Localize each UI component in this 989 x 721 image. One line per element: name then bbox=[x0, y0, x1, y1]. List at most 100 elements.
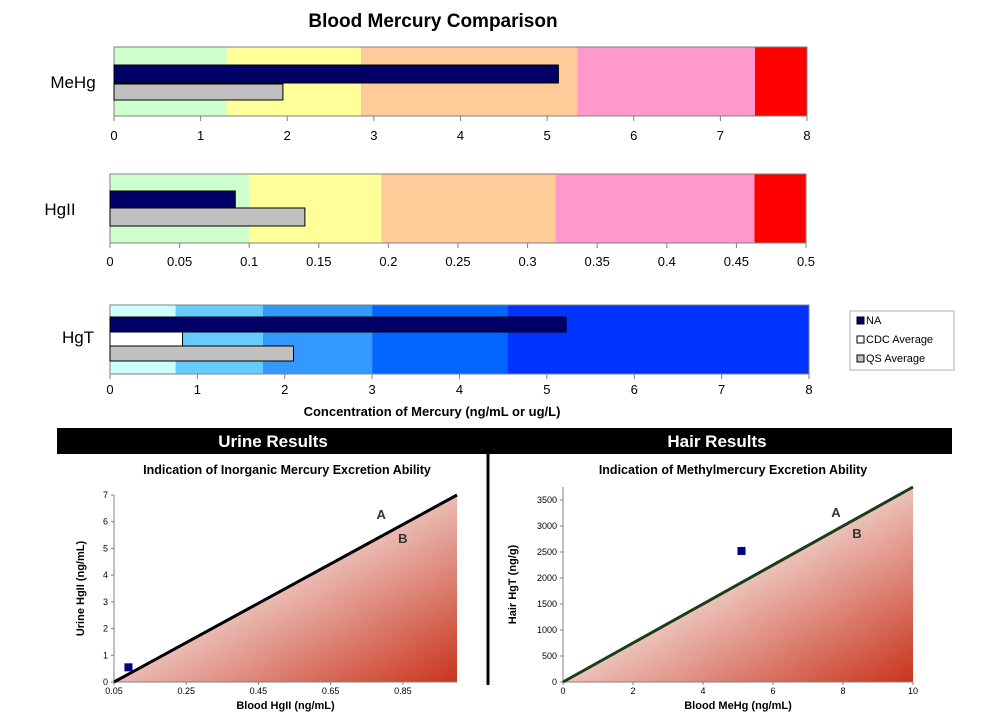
mehg-row-label: MeHg bbox=[50, 73, 95, 92]
legend: NA CDC Average QS Average bbox=[849, 310, 955, 371]
hgii-range-band-4 bbox=[555, 174, 755, 243]
urine-chart-title: Indication of Inorganic Mercury Excretio… bbox=[143, 463, 431, 477]
hair-region-label-b: B bbox=[852, 526, 861, 541]
hair-x-tick-label: 10 bbox=[908, 686, 918, 696]
hair-y-tick-label: 500 bbox=[542, 651, 557, 661]
mehg-x-tick-label: 6 bbox=[630, 128, 637, 143]
chart-title: Blood Mercury Comparison bbox=[308, 11, 557, 32]
hgt-range-band-3 bbox=[262, 305, 373, 374]
mehg-x-tick-label: 3 bbox=[370, 128, 377, 143]
hgt-x-axis-title: Concentration of Mercury (ng/mL or ug/L) bbox=[304, 404, 561, 419]
hgt-chart: 0 1 2 3 4 5 6 7 8 HgT Concentration of Mercury (ng… bbox=[62, 304, 955, 419]
hgt-x-tick-label: 3 bbox=[369, 382, 376, 397]
mehg-x-tick-label: 8 bbox=[803, 128, 810, 143]
hair-y-axis-title: Hair HgT (ng/g) bbox=[507, 544, 519, 624]
mehg-bar-qs-average bbox=[113, 83, 284, 101]
hgt-x-tick-label: 4 bbox=[456, 382, 463, 397]
urine-region-label-a: A bbox=[376, 507, 386, 522]
urine-x-tick-label: 0.05 bbox=[105, 686, 123, 696]
hair-y-tick-label: 0 bbox=[552, 677, 557, 687]
urine-y-tick-label: 3 bbox=[103, 597, 108, 607]
hgt-x-tick-label: 7 bbox=[718, 382, 725, 397]
hair-x-axis-title: Blood MeHg (ng/mL) bbox=[684, 700, 792, 712]
urine-data-point bbox=[124, 663, 133, 672]
hgt-x-tick-label: 0 bbox=[106, 382, 113, 397]
legend-swatch-na bbox=[856, 316, 865, 325]
mehg-range-band-4 bbox=[577, 47, 756, 116]
urine-y-tick-label: 4 bbox=[103, 570, 108, 580]
hair-threshold-line bbox=[562, 485, 914, 684]
hgt-x-tick-label: 2 bbox=[281, 382, 288, 397]
hair-chart: Hair Results Indication of Methylmercury … bbox=[507, 432, 918, 712]
hair-data-point bbox=[737, 546, 746, 555]
urine-x-tick-label: 0.45 bbox=[250, 686, 268, 696]
mehg-x-tick-label: 7 bbox=[717, 128, 724, 143]
legend-label-qs-average: QS Average bbox=[866, 353, 925, 365]
hair-section-title: Hair Results bbox=[667, 432, 766, 451]
urine-threshold-line bbox=[113, 493, 458, 684]
results-header-bar bbox=[57, 428, 952, 454]
hair-y-tick-label: 2500 bbox=[537, 547, 557, 557]
hgt-bar-cdc-average bbox=[109, 331, 184, 347]
urine-x-tick-label: 0.65 bbox=[322, 686, 340, 696]
hgt-range-band-4 bbox=[372, 305, 508, 374]
hgt-row-label: HgT bbox=[62, 328, 94, 347]
hgii-chart: 0 0.05 0.1 0.15 0.2 0.25 0.3 0.35 0.4 0.45 0.5 HgII bbox=[44, 173, 815, 269]
hgii-row-label: HgII bbox=[44, 200, 75, 219]
hgt-range-band-2 bbox=[175, 305, 263, 374]
urine-y-tick-label: 2 bbox=[103, 624, 108, 634]
urine-x-tick-label: 0.85 bbox=[394, 686, 412, 696]
urine-y-tick-label: 6 bbox=[103, 517, 108, 527]
hgii-x-tick-label: 0.15 bbox=[306, 254, 331, 269]
mehg-x-tick-label: 4 bbox=[457, 128, 464, 143]
hgii-range-band-5 bbox=[754, 174, 806, 243]
urine-section-title: Urine Results bbox=[218, 432, 328, 451]
mehg-x-tick-label: 1 bbox=[197, 128, 204, 143]
hgt-x-tick-label: 1 bbox=[194, 382, 201, 397]
hgii-x-tick-label: 0.25 bbox=[445, 254, 470, 269]
mehg-x-tick-label: 0 bbox=[110, 128, 117, 143]
hair-y-tick-label: 3500 bbox=[537, 495, 557, 505]
hair-region-label-a: A bbox=[831, 505, 841, 520]
urine-y-tick-label: 1 bbox=[103, 650, 108, 660]
hgii-range-band-3 bbox=[381, 174, 556, 243]
urine-x-tick-label: 0.25 bbox=[177, 686, 195, 696]
hair-x-tick-label: 4 bbox=[700, 686, 705, 696]
mehg-x-tick-label: 5 bbox=[544, 128, 551, 143]
hgii-x-tick-label: 0.1 bbox=[240, 254, 258, 269]
hair-y-tick-label: 1500 bbox=[537, 599, 557, 609]
urine-y-tick-label: 7 bbox=[103, 490, 108, 500]
hgii-x-tick-label: 0.45 bbox=[724, 254, 749, 269]
hgt-range-band-5 bbox=[507, 305, 809, 374]
hgii-x-tick-label: 0.2 bbox=[379, 254, 397, 269]
hgii-x-tick-label: 0.35 bbox=[585, 254, 610, 269]
hgii-x-tick-label: 0.3 bbox=[519, 254, 537, 269]
hgt-x-tick-label: 8 bbox=[805, 382, 812, 397]
urine-y-axis-title: Urine HgII (ng/mL) bbox=[75, 541, 87, 637]
urine-x-axis-title: Blood HgII (ng/mL) bbox=[236, 700, 335, 712]
mehg-chart: 0 1 2 3 4 5 6 7 8 MeHg Blood Mercury Comparison bbox=[50, 11, 810, 143]
legend-label-na: NA bbox=[866, 315, 882, 327]
hgii-x-tick-label: 0 bbox=[106, 254, 113, 269]
hgii-x-tick-label: 0.5 bbox=[797, 254, 815, 269]
hgt-x-tick-label: 6 bbox=[631, 382, 638, 397]
hair-x-tick-label: 6 bbox=[770, 686, 775, 696]
hgt-bar-qs-average bbox=[109, 345, 294, 362]
hgii-bar-na bbox=[109, 190, 236, 209]
hgii-x-tick-label: 0.4 bbox=[658, 254, 676, 269]
legend-swatch-qs-average bbox=[856, 354, 865, 363]
hair-chart-title: Indication of Methylmercury Excretion Ab… bbox=[599, 463, 867, 477]
urine-y-tick-label: 0 bbox=[103, 677, 108, 687]
legend-box bbox=[849, 310, 955, 371]
hair-y-tick-label: 3000 bbox=[537, 521, 557, 531]
hair-x-tick-label: 2 bbox=[630, 686, 635, 696]
legend-swatch-cdc-average bbox=[856, 335, 865, 344]
urine-y-tick-label: 5 bbox=[103, 543, 108, 553]
mehg-bar-na bbox=[113, 64, 559, 84]
hgt-bar-na bbox=[109, 316, 567, 333]
hgii-bar-qs-average bbox=[109, 207, 306, 227]
mehg-range-band-5 bbox=[755, 47, 807, 116]
legend-label-cdc-average: CDC Average bbox=[866, 334, 933, 346]
